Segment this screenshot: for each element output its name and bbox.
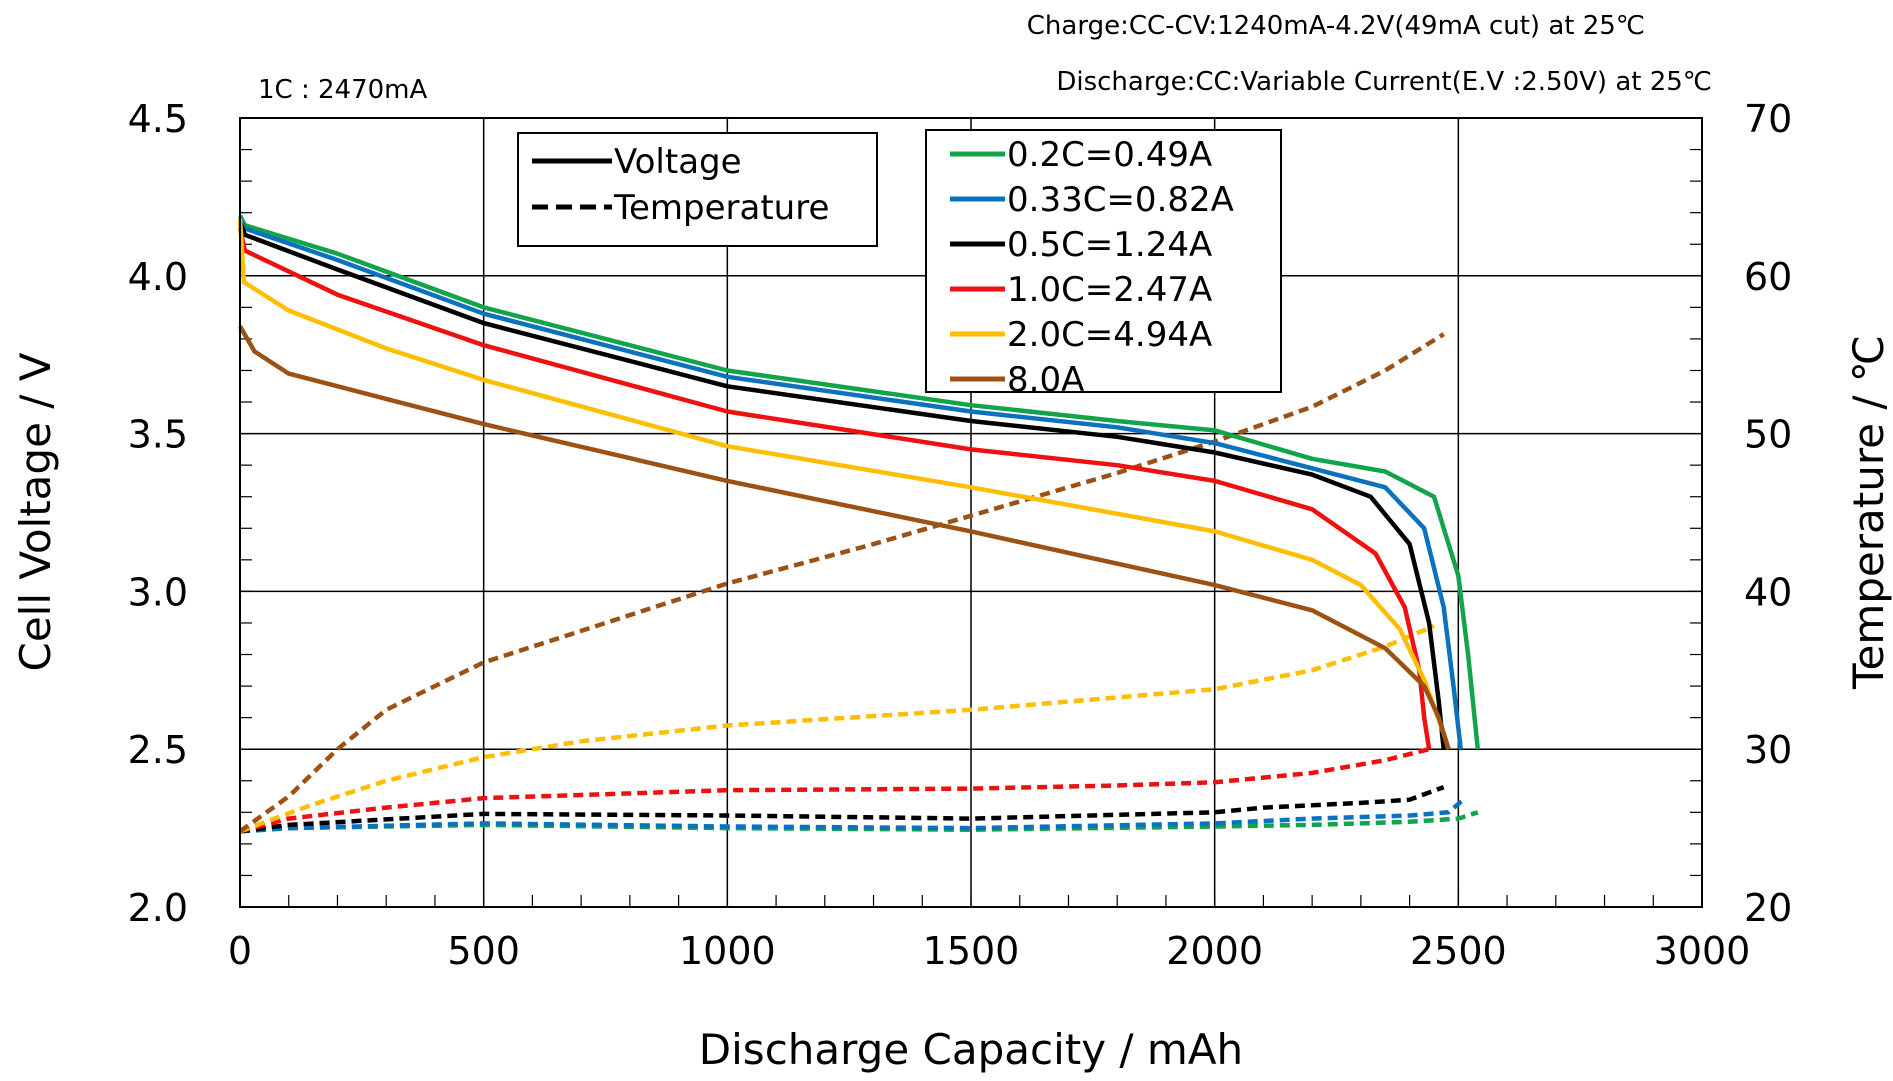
legend-temperature-label: Temperature	[613, 188, 829, 228]
x-tick-label: 2000	[1166, 929, 1263, 973]
legend-label-8-0a: 8.0A	[1007, 360, 1084, 400]
y-tick-label: 2.0	[128, 886, 188, 930]
temperature-line-2-0c-4-94a	[239, 624, 1435, 834]
rate-note: 1C : 2470mA	[258, 75, 427, 105]
y-tick-label: 3.5	[128, 413, 188, 457]
y2-tick-label: 70	[1744, 97, 1792, 141]
discharge-note: Discharge:CC:Variable Current(E.V :2.50V…	[1056, 67, 1712, 97]
series-legend: 0.2C=0.49A 0.33C=0.82A 0.5C=1.24A 1.0C=2.47…	[925, 129, 1282, 400]
voltage-line-2-0c-4-94a	[237, 218, 1451, 750]
minor-ticks	[239, 117, 1703, 908]
temperature-line-0-5c-1-24a	[239, 784, 1445, 834]
y-tick-label: 3.0	[128, 570, 188, 614]
y-tick-label: 4.0	[128, 255, 188, 299]
temperature-line-1-0c-2-47a	[239, 747, 1430, 834]
temperature-line-0-33c-0-82a	[239, 797, 1465, 834]
legend-label-2-0c-4-94a: 2.0C=4.94A	[1007, 315, 1212, 355]
voltage-line-0-5c-1-24a	[237, 221, 1446, 750]
temperature-line-0-2c-0-49a	[239, 810, 1479, 834]
y-axis-title: Cell Voltage / V	[11, 352, 60, 671]
voltage-line-0-2c-0-49a	[238, 214, 1481, 750]
temperature-lines	[238, 332, 1479, 834]
temperature-line-8-0a	[238, 332, 1445, 834]
series-legend-box	[925, 129, 1282, 393]
legend-label-0-5c-1-24a: 0.5C=1.24A	[1007, 225, 1212, 265]
charge-note: Charge:CC-CV:1240mA-4.2V(49mA cut) at 25…	[1027, 11, 1645, 41]
legend-label-0-2c-0-49a: 0.2C=0.49A	[1007, 135, 1212, 175]
x-axis-title: Discharge Capacity / mAh	[699, 1025, 1243, 1074]
y-tick-label: 4.5	[128, 97, 188, 141]
y2-axis-title: Temperature / ℃	[1844, 335, 1893, 690]
legend-voltage-label: Voltage	[614, 142, 742, 182]
y2-tick-label: 30	[1744, 728, 1792, 772]
style-legend-box	[517, 132, 878, 247]
x-tick-label: 2500	[1410, 929, 1507, 973]
x-tick-label: 0	[228, 929, 252, 973]
y2-tick-label: 50	[1744, 413, 1792, 457]
legend-label-1-0c-2-47a: 1.0C=2.47A	[1007, 270, 1212, 310]
x-tick-label: 1000	[679, 929, 776, 973]
voltage-line-0-33c-0-82a	[238, 217, 1464, 750]
x-tick-label: 1500	[923, 929, 1020, 973]
voltage-lines	[237, 214, 1481, 750]
style-legend: Voltage Temperature	[517, 132, 878, 247]
y2-tick-label: 60	[1744, 255, 1792, 299]
legend-label-0-33c-0-82a: 0.33C=0.82A	[1007, 180, 1234, 220]
y2-tick-label: 40	[1744, 570, 1792, 614]
y-tick-labels: 2.0 2.5 3.0 3.5 4.0 4.5	[128, 97, 188, 930]
x-tick-label: 3000	[1654, 929, 1751, 973]
y2-tick-labels: 20 30 40 50 60 70	[1744, 97, 1792, 930]
x-tick-labels: 0 500 1000 1500 2000 2500 3000	[228, 929, 1750, 973]
voltage-line-8-0a	[238, 325, 1451, 750]
x-tick-label: 500	[447, 929, 520, 973]
y2-tick-label: 20	[1744, 886, 1792, 930]
plot-frame	[239, 117, 1703, 908]
y-tick-label: 2.5	[128, 728, 188, 772]
